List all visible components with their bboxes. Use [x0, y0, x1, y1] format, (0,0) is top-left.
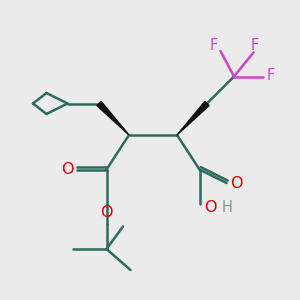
Text: F: F — [210, 38, 218, 52]
Text: F: F — [267, 68, 275, 82]
Text: F: F — [251, 38, 259, 53]
Polygon shape — [177, 101, 209, 135]
Text: H: H — [222, 200, 232, 214]
Polygon shape — [97, 101, 129, 135]
Text: O: O — [230, 176, 242, 190]
Text: O: O — [100, 205, 113, 220]
Text: O: O — [204, 200, 216, 214]
Text: O: O — [61, 162, 73, 177]
